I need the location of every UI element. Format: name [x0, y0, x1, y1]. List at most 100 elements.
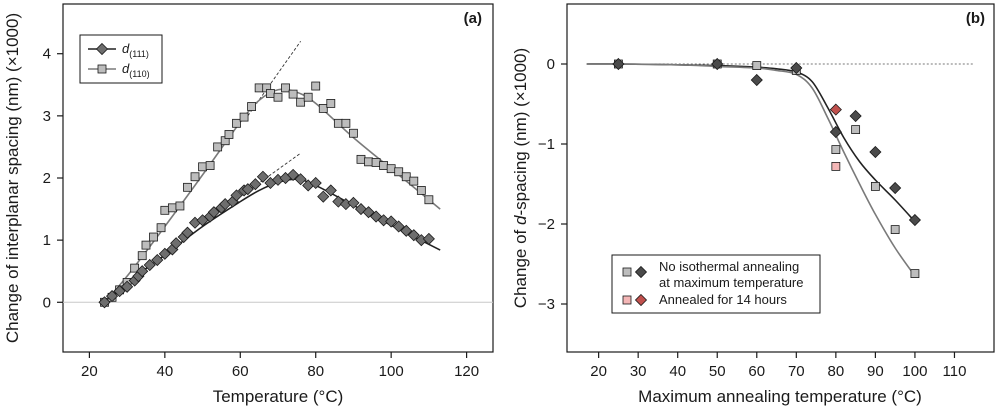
panel-a-point-d111	[207, 206, 220, 219]
panel-b-point-square-1	[870, 181, 880, 191]
panel-a-y-axis-title: Change of interplanar spacing (nm) (×100…	[3, 13, 22, 343]
panel-a-point-d110	[198, 162, 207, 172]
panel-a-point-d110	[364, 157, 373, 167]
panel-a-point-d110	[371, 158, 381, 167]
panel-a-point-d110	[409, 176, 419, 186]
panel-a-point-d111	[121, 280, 134, 293]
panel-a-point-d111	[287, 168, 300, 181]
panel-a-point-d111	[249, 178, 262, 191]
panel-a-point-d110	[333, 118, 343, 128]
panel-b-point-diamond-0	[750, 73, 763, 87]
panel-a-point-d110	[183, 182, 192, 192]
panel-a-point-d110	[296, 97, 306, 107]
panel-a-point-d111	[170, 237, 183, 250]
panel-b-point-square-1	[831, 145, 841, 155]
panel-b-y-tick-label: −2	[538, 216, 555, 233]
panel-b-x-tick-label: 30	[630, 363, 647, 380]
panel-a-point-d111	[181, 226, 194, 239]
panel-a-legend-marker	[97, 64, 107, 74]
panel-b-x-tick-label: 80	[828, 363, 845, 380]
panel-b-legend-label-2: Annealed for 14 hours	[659, 292, 787, 307]
panel-b-point-diamond-0	[829, 125, 842, 139]
panel-a-label: (a)	[464, 10, 482, 27]
panel-a-point-d110	[318, 104, 328, 113]
panel-a-y-tick-label: 4	[43, 46, 51, 63]
panel-b-point-square-1	[890, 225, 900, 235]
panel-b-x-tick-label: 50	[709, 363, 726, 380]
panel-a-point-d111	[241, 183, 254, 196]
panel-b-point-diamond-0	[790, 61, 803, 75]
panel-b-point-square-1	[752, 61, 762, 70]
panel-a-point-d110	[394, 167, 404, 177]
panel-b-point-diamond-0	[711, 57, 724, 71]
panel-b-plot-frame	[566, 3, 995, 353]
panel-b-x-tick-label: 20	[590, 363, 607, 380]
panel-a-legend-marker	[95, 42, 109, 56]
panel-a-point-d111	[400, 224, 413, 237]
panel-a-point-d111	[158, 247, 171, 260]
panel-a-legend-label-2: d(110)	[122, 61, 150, 79]
panel-b-point-square-1	[910, 269, 920, 279]
panel-a-point-d110	[326, 99, 336, 108]
panel-a-x-tick-label: 60	[232, 363, 249, 380]
panel-a-point-d111	[385, 215, 398, 228]
panel-a-point-d111	[143, 258, 156, 272]
panel-a-point-d111	[309, 176, 322, 190]
panel-a-point-d110	[213, 142, 223, 152]
panel-a-point-d111	[136, 265, 149, 278]
panel-b-point-diamond-0	[612, 57, 625, 71]
panel-a-x-tick-label: 120	[454, 363, 479, 380]
panel-b-legend-marker	[634, 265, 648, 279]
panel-b-point-diamond-0	[908, 213, 921, 227]
panel-a-point-d110	[303, 92, 313, 102]
panel-a-point-d110	[130, 263, 140, 273]
panel-a-point-d111	[98, 296, 111, 309]
panel-a-point-d110	[266, 89, 275, 98]
panel-b-legend-marker	[622, 295, 632, 305]
panel-a-point-d110	[149, 232, 158, 242]
panel-b-legend-box	[611, 254, 821, 314]
panel-a-point-d110	[416, 186, 426, 195]
panel-a-point-d111	[324, 184, 337, 197]
panel-a-point-d110	[141, 240, 151, 250]
panel-a-x-axis-title: Temperature (°C)	[213, 387, 344, 406]
panel-b-x-tick-label: 90	[867, 363, 884, 380]
panel-a-point-d110	[311, 81, 321, 91]
panel-a-point-d110	[167, 203, 177, 213]
panel-b-legend-marker	[634, 293, 648, 307]
panel-b-fit-curve-1	[586, 63, 916, 223]
panel-a-point-d111	[256, 170, 269, 183]
panel-a-point-d110	[254, 83, 264, 93]
panel-a-point-d110	[156, 223, 166, 233]
panel-a-point-d110	[288, 89, 298, 99]
panel-a-point-d111	[377, 214, 390, 227]
panel-a-point-d110	[160, 205, 170, 215]
panel-a-y-tick-label: 2	[43, 170, 51, 187]
panel-b-x-tick-label: 40	[669, 363, 686, 380]
panel-a-point-d111	[113, 285, 126, 298]
panel-b-point-square-1	[851, 125, 861, 134]
panel-a-legend: d(111) d(110)	[79, 34, 163, 84]
panel-a-point-d110	[273, 92, 283, 102]
panel-a-point-d110	[175, 201, 185, 211]
panel-a-y-tick-label: 3	[43, 108, 51, 125]
panel-a-point-d110	[281, 83, 290, 93]
panel-a-point-d110	[379, 161, 389, 170]
panel-a-x-tick-label: 100	[379, 363, 404, 380]
panel-a-x-tick-label: 20	[81, 363, 98, 380]
panel-a-point-d110	[190, 172, 200, 182]
panel-a-point-d111	[392, 220, 405, 233]
panel-b-x-tick-label: 110	[943, 363, 967, 380]
panel-b-label: (b)	[966, 10, 985, 27]
panel-a-point-d111	[317, 190, 330, 203]
panel-a-point-d110	[341, 118, 351, 128]
panel-b-x-tick-label: 60	[748, 363, 765, 380]
panel-a-point-d110	[247, 102, 256, 111]
panel-b-point-diamond-0	[869, 145, 882, 159]
panel-b-legend: No isothermal annealing at maximum tempe…	[611, 254, 821, 314]
panel-a-point-d111	[105, 290, 119, 303]
panel-a-legend-label-1: d(111)	[122, 41, 149, 59]
panel-a-point-d111	[151, 253, 164, 267]
panel-a-fit-curve-110	[103, 88, 441, 303]
panel-b-point-diamond-2	[829, 103, 842, 116]
